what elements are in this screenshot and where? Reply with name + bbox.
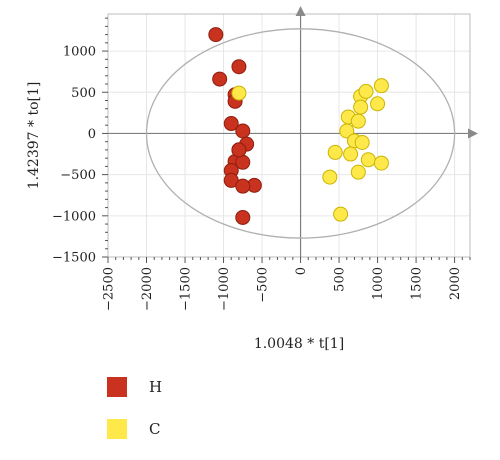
point-c: [343, 146, 359, 162]
x-tick-label: 1500: [410, 267, 425, 300]
x-axis-title: 1.0048 * t[1]: [254, 336, 344, 352]
grid-lines: [107, 14, 470, 258]
legend: H C: [107, 376, 162, 460]
point-c: [373, 155, 389, 171]
point-h: [235, 178, 251, 194]
point-c: [350, 113, 366, 129]
legend-item-c: C: [107, 418, 162, 440]
x-axis-arrow: [468, 128, 478, 139]
hotelling-ellipse: [145, 28, 456, 239]
legend-swatch-h: [107, 377, 127, 397]
point-h: [231, 142, 247, 158]
x-tick-label: 0: [294, 267, 309, 275]
y-tick-label: 500: [71, 86, 96, 101]
y-tick-label: −1500: [52, 251, 96, 266]
legend-item-h: H: [107, 376, 162, 398]
plot-background: [108, 14, 470, 257]
x-tick-label: 2000: [448, 267, 463, 300]
x-tick-label: −500: [256, 267, 271, 303]
point-c: [231, 85, 247, 101]
point-h: [235, 123, 251, 139]
point-h: [231, 59, 247, 75]
point-h: [223, 116, 239, 132]
data-points: [208, 27, 389, 225]
axis-ticks: [102, 17, 471, 263]
y-tick-label: 1000: [63, 45, 96, 60]
y-axis-arrow: [295, 6, 306, 16]
x-tick-label: 1000: [371, 267, 386, 300]
legend-label-c: C: [149, 420, 161, 438]
point-c: [339, 123, 355, 139]
y-tick-label: −500: [60, 168, 96, 183]
y-tick-label: −1000: [52, 209, 96, 224]
y-tick-labels: −1500 −1000 −500 0 500 1000: [52, 45, 96, 266]
confidence-ellipse: [145, 28, 456, 239]
point-c: [370, 96, 386, 112]
x-tick-labels: −2500 −2000 −1500 −1000 −500 0 500 1000 1500 2000: [102, 267, 464, 311]
y-axis-title: 1.42397 * to[1]: [26, 82, 42, 190]
point-c: [353, 99, 369, 115]
x-tick-label: −2000: [140, 267, 155, 311]
point-c: [333, 206, 349, 222]
point-c: [358, 83, 374, 99]
point-c: [354, 135, 370, 151]
legend-label-h: H: [149, 378, 163, 396]
y-tick-label: 0: [88, 127, 96, 142]
x-tick-label: 500: [333, 267, 348, 292]
point-c: [322, 169, 338, 185]
x-tick-label: −2500: [102, 267, 117, 311]
point-c: [373, 78, 389, 94]
point-h: [212, 71, 228, 87]
point-h: [235, 209, 251, 225]
x-tick-label: −1500: [179, 267, 194, 311]
point-h: [208, 27, 224, 43]
x-tick-label: −1000: [217, 267, 232, 311]
axis-lines: [108, 6, 478, 257]
point-c: [327, 144, 343, 160]
point-c: [360, 152, 376, 168]
point-c: [350, 164, 366, 180]
legend-swatch-c: [107, 419, 127, 439]
